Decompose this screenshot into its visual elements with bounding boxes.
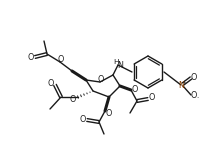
Text: O: O <box>58 56 64 65</box>
Text: ⁻: ⁻ <box>196 96 199 102</box>
Text: O: O <box>98 76 104 85</box>
Text: O: O <box>106 108 112 117</box>
Text: O: O <box>149 94 155 103</box>
Text: N: N <box>178 80 184 89</box>
Text: H: H <box>113 59 119 65</box>
Text: +: + <box>182 79 186 85</box>
Text: O: O <box>70 95 76 104</box>
Text: O: O <box>28 52 34 61</box>
Text: O: O <box>191 72 197 81</box>
Text: N: N <box>117 61 123 70</box>
Text: O: O <box>48 79 54 88</box>
Text: O: O <box>132 85 138 94</box>
Text: O: O <box>80 116 86 125</box>
Text: O: O <box>191 91 197 100</box>
